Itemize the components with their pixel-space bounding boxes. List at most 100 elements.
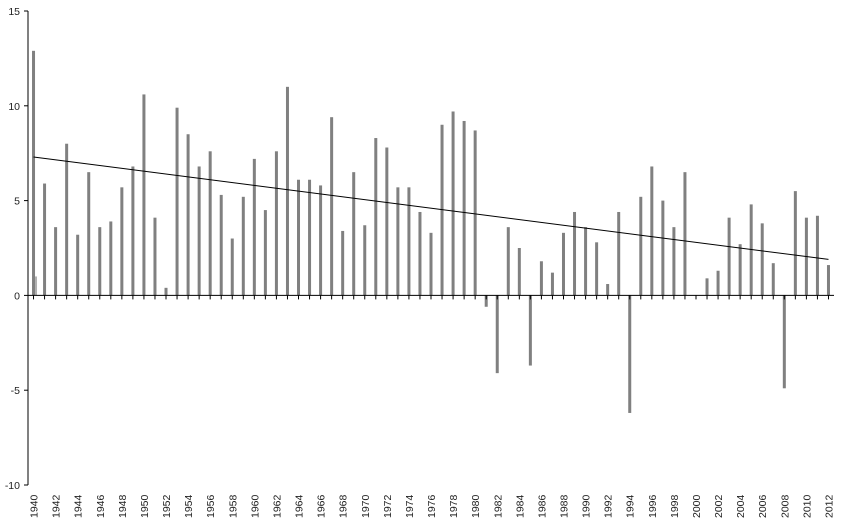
bar-1962 <box>274 151 278 296</box>
bar-1959 <box>241 196 245 296</box>
bar-1942 <box>54 227 58 296</box>
x-tick-label: 1996 <box>647 494 659 518</box>
bar-1986 <box>539 261 543 296</box>
x-tick-label: 1998 <box>669 494 681 518</box>
bar-1992 <box>606 284 610 296</box>
bar-2001 <box>705 278 709 296</box>
bar-1987 <box>550 272 554 296</box>
bar-1973 <box>396 187 400 296</box>
bar-1945 <box>87 172 91 296</box>
y-tick-label: 15 <box>8 6 20 18</box>
x-tick-label: 1948 <box>117 494 129 518</box>
bar-1980 <box>473 130 477 296</box>
bar-1943 <box>65 143 69 296</box>
x-tick-label: 1942 <box>51 494 63 518</box>
x-tick-label: 1952 <box>161 494 173 518</box>
bar-1968 <box>341 230 345 296</box>
x-tick-label: 1956 <box>205 494 217 518</box>
bar-1984 <box>517 248 521 296</box>
trend-line <box>33 156 829 260</box>
bar-1975 <box>418 211 422 296</box>
x-tick-label: 1966 <box>316 494 328 518</box>
bar-2011 <box>815 215 819 296</box>
bar-1985 <box>528 295 532 366</box>
bar-2004 <box>738 244 742 296</box>
bar-1993 <box>617 211 621 296</box>
x-tick-label: 2008 <box>779 494 791 518</box>
x-tick-label: 1974 <box>404 494 416 518</box>
bar-1972 <box>385 147 389 296</box>
bar-1974 <box>407 187 411 296</box>
bar-1970 <box>363 225 367 296</box>
bar-1995 <box>639 196 643 296</box>
x-tick-label: 1968 <box>338 494 350 518</box>
bar-1948 <box>120 187 124 296</box>
x-tick-label: 1978 <box>448 494 460 518</box>
x-tick-label: 1982 <box>492 494 504 518</box>
bar-1978 <box>451 111 455 296</box>
bar-1988 <box>561 232 565 296</box>
bar-1952 <box>164 287 168 296</box>
bar-1950 <box>142 94 146 296</box>
bar-1951 <box>153 217 157 296</box>
x-tick-label: 1992 <box>603 494 615 518</box>
bar-1944 <box>76 234 80 296</box>
x-tick-label: 1950 <box>139 494 151 518</box>
bar-1997 <box>661 200 665 296</box>
bar-1989 <box>573 211 577 296</box>
x-tick-label: 1994 <box>625 494 637 518</box>
bar-1941 <box>43 183 47 296</box>
bar-1940 <box>32 50 36 296</box>
bar-1966 <box>319 185 323 296</box>
bar-1971 <box>374 138 378 296</box>
bar-1960 <box>252 158 256 296</box>
bar-1979 <box>462 120 466 296</box>
bar-1953 <box>175 107 179 296</box>
y-tick-label: 0 <box>14 290 20 302</box>
x-tick-label: 1946 <box>95 494 107 518</box>
y-tick-label: -5 <box>11 385 20 397</box>
x-tick-label: 1970 <box>360 494 372 518</box>
x-tick-label: 1954 <box>183 494 195 518</box>
bar-1976 <box>429 232 433 296</box>
y-tick-label: 10 <box>8 101 20 113</box>
bar-1946 <box>98 227 102 296</box>
bar-1998 <box>672 227 676 296</box>
bar-1940-secondary <box>35 276 38 296</box>
x-tick-label: 1940 <box>29 494 41 518</box>
x-tick-label: 1990 <box>581 494 593 518</box>
bar-1965 <box>308 179 312 296</box>
x-tick-label: 1960 <box>249 494 261 518</box>
bar-1964 <box>297 179 301 296</box>
bar-2009 <box>793 191 797 296</box>
bar-1956 <box>208 151 212 296</box>
x-tick-label: 1984 <box>514 494 526 518</box>
bar-1982 <box>495 295 499 374</box>
bar-1958 <box>230 238 234 296</box>
bar-1991 <box>595 242 599 296</box>
x-tick-label: 1958 <box>227 494 239 518</box>
bar-2002 <box>716 270 720 296</box>
x-tick-label: 1964 <box>294 494 306 518</box>
x-tick-label: 1986 <box>536 494 548 518</box>
bar-1990 <box>584 227 588 296</box>
bar-1954 <box>186 134 190 296</box>
bar-series <box>32 50 830 413</box>
bar-1949 <box>131 166 135 296</box>
x-tick-label: 1988 <box>558 494 570 518</box>
bar-2012 <box>826 265 830 296</box>
x-tick-label: 2012 <box>823 494 835 518</box>
bar-2003 <box>727 217 731 296</box>
bar-1996 <box>650 166 654 296</box>
x-tick-label: 2002 <box>713 494 725 518</box>
x-tick-label: 2000 <box>691 494 703 518</box>
bar-1983 <box>506 227 510 296</box>
y-tick-label: -10 <box>5 480 20 492</box>
x-tick-label: 1972 <box>382 494 394 518</box>
bar-1963 <box>285 86 289 296</box>
x-tick-label: 2010 <box>801 494 813 518</box>
x-tick-label: 1976 <box>426 494 438 518</box>
bar-1994 <box>628 295 632 413</box>
y-axis-ticks: -10 -5 0 5 10 15 <box>5 6 28 492</box>
